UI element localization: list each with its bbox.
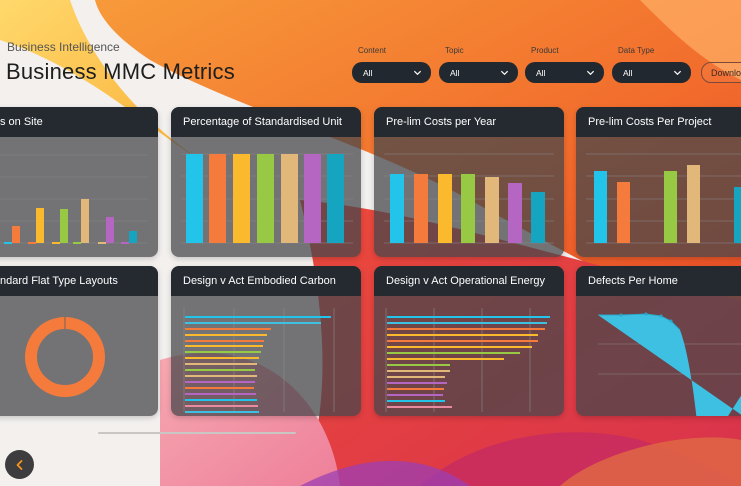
donut-slice bbox=[25, 317, 105, 397]
defects-per-home-area-chart bbox=[598, 312, 741, 416]
chart-card-prelim-costs-year[interactable]: Pre-lim Costs per Year bbox=[374, 107, 564, 257]
bar bbox=[233, 154, 250, 243]
bar bbox=[414, 174, 428, 243]
bar bbox=[186, 154, 203, 243]
content-filter-select[interactable]: All bbox=[352, 62, 431, 83]
product-filter-value: All bbox=[536, 67, 546, 78]
prelim-costs-year-bar-chart bbox=[384, 153, 554, 244]
card-title: Pre-lim Costs per Year bbox=[374, 107, 564, 137]
flat-type-layouts-donut-chart bbox=[25, 317, 105, 397]
chart-card-defects-per-home[interactable]: Defects Per Home bbox=[576, 266, 741, 416]
chevron-down-icon bbox=[673, 70, 682, 76]
bar bbox=[327, 154, 344, 243]
bar bbox=[81, 199, 89, 243]
product-filter-select[interactable]: All bbox=[525, 62, 604, 83]
chevron-down-icon bbox=[500, 70, 509, 76]
card-title: Design v Act Embodied Carbon bbox=[171, 266, 361, 296]
bar bbox=[36, 208, 44, 243]
card-title: Design v Act Operational Energy bbox=[374, 266, 564, 296]
chevron-down-icon bbox=[413, 70, 422, 76]
data-type-filter-select[interactable]: All bbox=[612, 62, 691, 83]
topic-filter-select[interactable]: All bbox=[439, 62, 518, 83]
chevron-down-icon bbox=[586, 70, 595, 76]
operational-energy-bar-chart bbox=[385, 308, 550, 412]
chart-card-embodied-carbon[interactable]: Design v Act Embodied Carbon bbox=[171, 266, 361, 416]
bar bbox=[106, 217, 114, 243]
chart-card-prelim-costs-project[interactable]: Pre-lim Costs Per Project bbox=[576, 107, 741, 257]
chart-card-on-site[interactable]: s on Site bbox=[0, 107, 158, 257]
bar bbox=[129, 231, 137, 243]
topic-filter-label: Topic bbox=[445, 46, 464, 55]
standardised-unit-bar-chart bbox=[181, 153, 353, 244]
bar bbox=[60, 209, 68, 243]
on-site-bar-chart bbox=[0, 154, 148, 244]
download-button[interactable]: Download bbox=[701, 62, 741, 83]
embodied-carbon-bar-chart bbox=[183, 308, 335, 413]
content-filter-label: Content bbox=[358, 46, 387, 55]
bar bbox=[485, 177, 499, 243]
product-filter-label: Product bbox=[531, 46, 559, 55]
content-filter-value: All bbox=[363, 67, 373, 78]
topic-filter-value: All bbox=[450, 67, 460, 78]
bar bbox=[734, 187, 741, 243]
bar bbox=[461, 174, 475, 243]
card-title: ndard Flat Type Layouts bbox=[0, 266, 158, 296]
bar bbox=[390, 174, 404, 243]
card-title: s on Site bbox=[0, 107, 158, 137]
bar bbox=[12, 226, 20, 243]
chart-card-flat-type-layouts[interactable]: ndard Flat Type Layouts bbox=[0, 266, 158, 416]
card-title: Percentage of Standardised Unit bbox=[171, 107, 361, 137]
bar bbox=[664, 171, 677, 243]
bar bbox=[209, 154, 226, 243]
bar bbox=[304, 154, 321, 243]
chevron-left-icon bbox=[16, 459, 22, 470]
data-type-filter-label: Data Type bbox=[618, 46, 655, 55]
bar bbox=[438, 174, 452, 243]
bar bbox=[594, 171, 607, 243]
chart-card-standardised-unit[interactable]: Percentage of Standardised Unit bbox=[171, 107, 361, 257]
chart-card-operational-energy[interactable]: Design v Act Operational Energy bbox=[374, 266, 564, 416]
bar bbox=[617, 182, 630, 243]
card-title: Pre-lim Costs Per Project bbox=[576, 107, 741, 137]
bar bbox=[257, 154, 274, 243]
bar bbox=[281, 154, 298, 243]
bar bbox=[687, 165, 700, 243]
bar bbox=[531, 192, 545, 243]
area-series bbox=[598, 314, 741, 416]
data-type-filter-value: All bbox=[623, 67, 633, 78]
horizontal-scrollbar[interactable] bbox=[98, 432, 296, 434]
page-title: Business MMC Metrics bbox=[6, 59, 235, 84]
page-eyebrow: Business Intelligence bbox=[7, 40, 120, 54]
prelim-costs-project-bar-chart bbox=[586, 153, 741, 244]
bar bbox=[508, 183, 522, 243]
back-button[interactable] bbox=[5, 450, 34, 479]
card-title: Defects Per Home bbox=[576, 266, 741, 296]
